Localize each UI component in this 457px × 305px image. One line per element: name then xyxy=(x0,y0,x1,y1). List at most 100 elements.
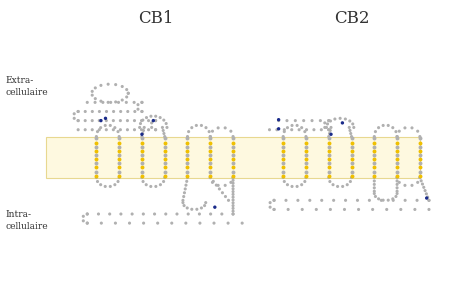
Point xyxy=(298,207,306,212)
Point xyxy=(138,175,146,180)
Point xyxy=(325,127,332,132)
Point xyxy=(302,175,309,180)
Point xyxy=(105,82,112,87)
Point xyxy=(414,180,421,185)
Point xyxy=(93,140,100,145)
Point xyxy=(157,182,164,187)
Point xyxy=(372,129,379,134)
Point xyxy=(118,98,126,102)
Point xyxy=(207,157,214,162)
Point xyxy=(184,149,191,153)
Point xyxy=(371,152,378,157)
Point xyxy=(138,161,146,166)
Point xyxy=(302,140,309,145)
Point xyxy=(161,173,168,178)
Point xyxy=(138,136,146,141)
Point xyxy=(224,221,232,226)
Point xyxy=(283,118,291,123)
Point xyxy=(138,173,146,178)
Point xyxy=(161,169,168,174)
Point xyxy=(371,136,378,141)
Point xyxy=(84,100,91,105)
Point xyxy=(229,184,237,188)
Point xyxy=(94,179,101,184)
Point xyxy=(115,100,122,105)
Point xyxy=(325,118,332,123)
Point xyxy=(321,120,329,125)
Point xyxy=(131,118,138,123)
Point xyxy=(214,125,222,130)
Point xyxy=(416,169,424,174)
Point xyxy=(325,173,332,178)
Point xyxy=(184,144,191,149)
Point xyxy=(302,173,309,178)
Point xyxy=(125,91,132,96)
Point xyxy=(229,136,237,141)
Point xyxy=(229,165,237,170)
Point xyxy=(161,175,168,180)
Point xyxy=(93,149,100,153)
Point xyxy=(389,198,397,203)
Point xyxy=(281,179,288,184)
Point xyxy=(393,175,401,180)
Point xyxy=(379,123,387,128)
Point xyxy=(346,128,354,133)
Point xyxy=(116,161,123,166)
Point xyxy=(229,189,237,194)
Point xyxy=(151,212,158,217)
Point xyxy=(280,173,287,178)
Point xyxy=(184,173,191,178)
Point xyxy=(402,198,409,203)
Point xyxy=(302,134,309,139)
Point xyxy=(93,134,100,139)
Point xyxy=(124,109,132,114)
Point xyxy=(348,161,355,166)
Point xyxy=(106,184,114,189)
Point xyxy=(313,207,320,212)
Point xyxy=(207,134,214,139)
Point xyxy=(182,221,190,226)
Point xyxy=(117,118,124,123)
Point xyxy=(318,127,325,132)
Point xyxy=(84,212,91,217)
Point xyxy=(74,127,82,132)
Point xyxy=(284,125,291,130)
Point xyxy=(393,165,401,170)
Point xyxy=(96,118,103,123)
Point xyxy=(341,207,348,212)
Point xyxy=(371,173,378,178)
Point xyxy=(348,152,355,157)
Point xyxy=(325,149,332,153)
Point xyxy=(116,173,123,178)
Point xyxy=(161,136,168,141)
Point xyxy=(161,134,168,139)
Point xyxy=(184,140,191,145)
Point xyxy=(371,140,378,145)
Point xyxy=(225,198,232,203)
Point xyxy=(161,165,168,170)
Point xyxy=(327,128,334,133)
Point xyxy=(348,144,355,149)
Point xyxy=(211,205,218,210)
Point xyxy=(301,129,308,134)
Point xyxy=(118,84,126,89)
Point xyxy=(123,95,130,99)
Point xyxy=(371,185,378,190)
Point xyxy=(346,119,353,124)
Point xyxy=(266,127,273,132)
Point xyxy=(97,83,105,88)
Point xyxy=(393,189,401,194)
Point xyxy=(89,127,96,132)
Point xyxy=(111,125,118,130)
Point xyxy=(321,125,329,130)
Point xyxy=(280,149,287,153)
Point xyxy=(138,134,146,139)
Point xyxy=(130,100,138,105)
Point xyxy=(206,129,213,134)
Point xyxy=(280,161,287,166)
Point xyxy=(81,127,89,132)
Point xyxy=(84,212,91,217)
Point xyxy=(416,175,424,180)
Point xyxy=(210,221,218,226)
Point xyxy=(227,129,234,134)
